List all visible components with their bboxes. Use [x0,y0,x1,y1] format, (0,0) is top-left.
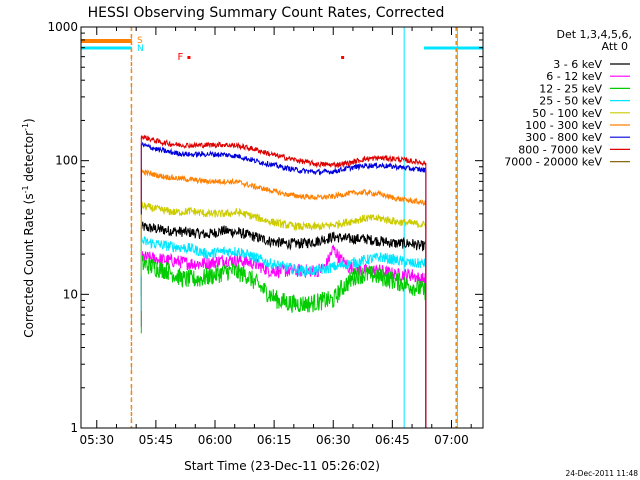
legend-label: 12 - 25 keV [539,82,602,95]
x-axis-ticks: 05:30 05:45 06:00 06:15 06:30 06:45 07:00 [79,27,472,447]
series-line [140,255,426,313]
legend-title-line2: Att 0 [602,40,628,53]
y-axis-label-sup2: -1 [21,123,30,131]
chart-title: HESSI Observing Summary Count Rates, Cor… [88,5,445,21]
saa-flag-label: S [137,36,143,46]
x-tick-label: 06:45 [375,433,410,447]
y-tick-label: 1000 [47,20,78,34]
y-axis-label-end: ) [22,118,36,123]
series-line [140,201,426,232]
series-line [140,236,426,278]
timestamp: 24-Dec-2011 11:48 [565,469,638,478]
plot-data: SN F [81,27,483,428]
legend-label: 7000 - 20000 keV [504,156,602,169]
y-tick-label: 1 [70,421,78,435]
series-line [140,141,426,176]
flare-flag-label: F [178,52,184,63]
flare-flag-mark [341,56,345,59]
series-line [140,169,426,206]
series-line [140,134,426,169]
legend-label: 300 - 800 keV [525,131,602,144]
y-axis-label-main: Corrected Count Rate (s [22,193,36,337]
night-flag-label: N [137,44,144,54]
x-tick-label: 07:00 [434,433,469,447]
plot-frame [80,26,484,429]
series-line [140,221,426,252]
legend-label: 6 - 12 keV [546,70,602,83]
x-tick-label: 05:45 [139,433,174,447]
legend-label: 100 - 300 keV [525,119,602,132]
legend-label: 25 - 50 keV [539,95,602,108]
x-axis-label: Start Time (23-Dec-11 05:26:02) [184,459,380,473]
y-axis-label: Corrected Count Rate (s-1 detector-1) [21,118,36,337]
y-axis-label-sup1: -1 [21,185,30,193]
legend-title-line1: Det 1,3,4,5,6, [556,28,632,41]
y-tick-label: 100 [55,154,78,168]
x-tick-label: 06:30 [316,433,351,447]
legend-label: 50 - 100 keV [532,107,602,120]
y-tick-label: 10 [63,287,78,301]
legend-label: 3 - 6 keV [553,58,602,71]
y-axis-label-mid: detector [22,131,36,186]
x-tick-label: 05:30 [79,433,114,447]
x-tick-label: 06:00 [198,433,233,447]
legend-label: 800 - 7000 keV [518,143,602,156]
x-tick-label: 06:15 [257,433,292,447]
flare-flag-mark [187,56,191,59]
y-axis-ticks: 1 10 100 1000 [47,20,483,435]
